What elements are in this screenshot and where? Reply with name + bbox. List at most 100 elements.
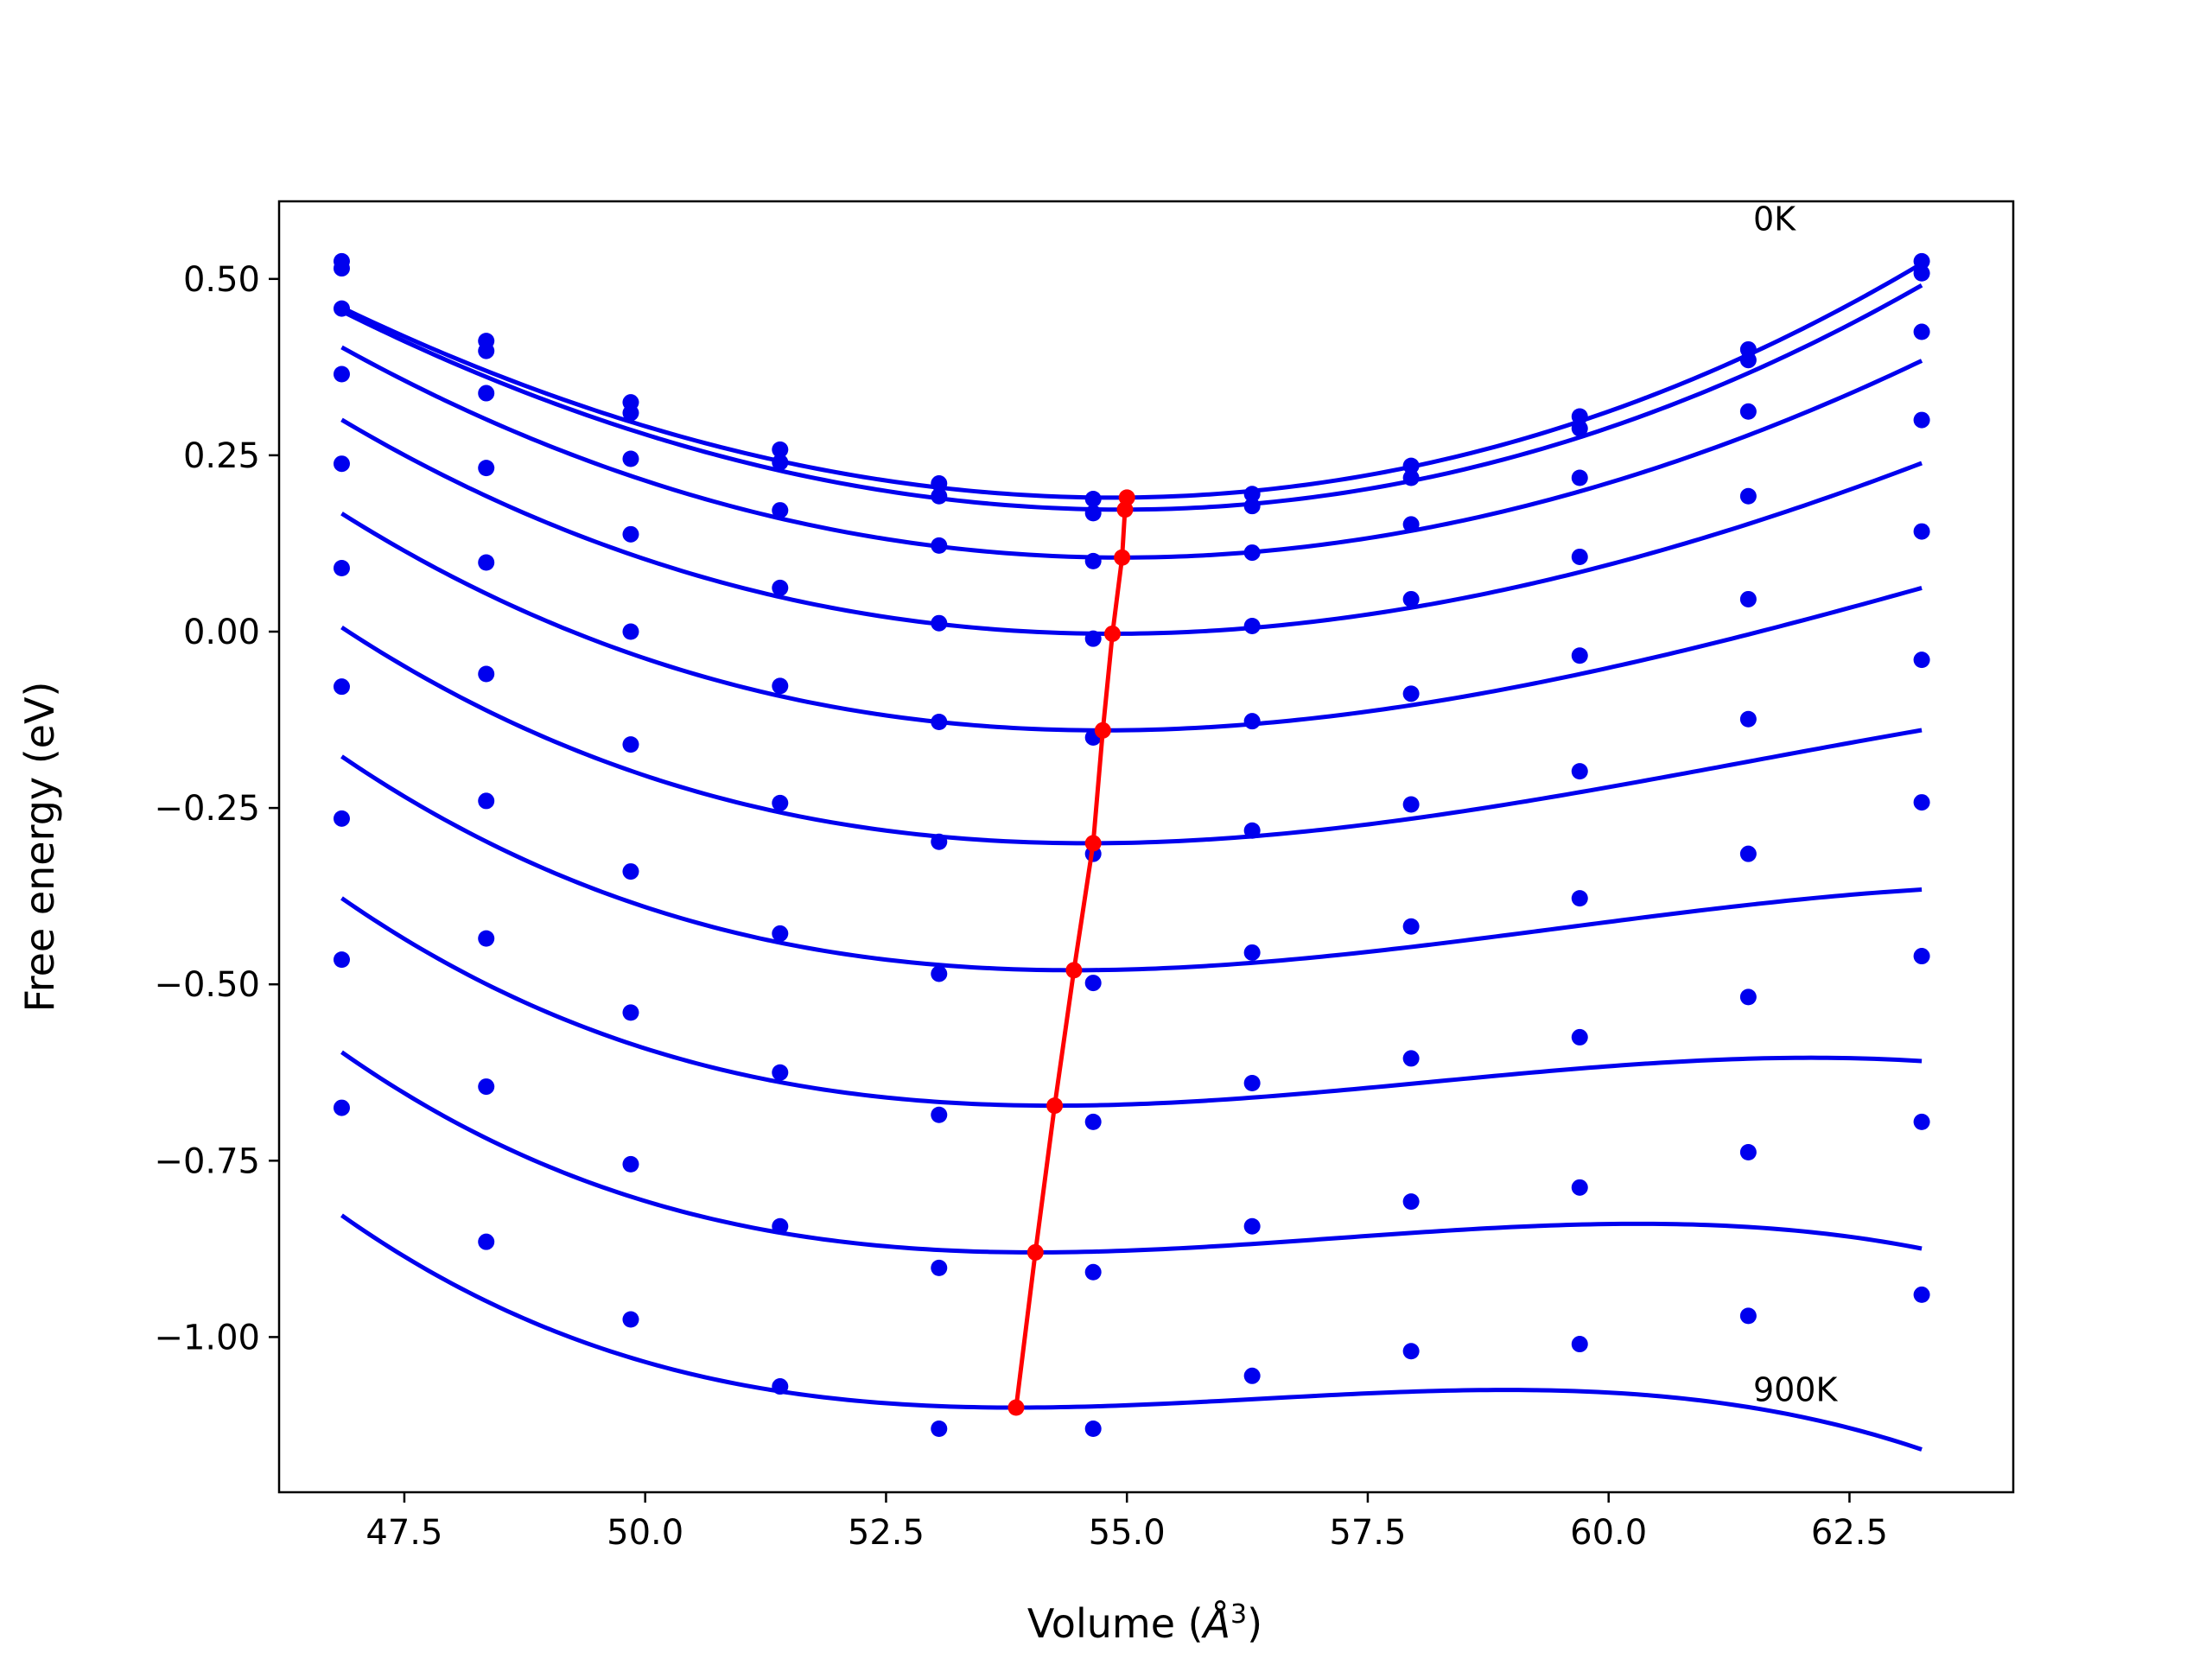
data-point-8-7 bbox=[1402, 1193, 1420, 1211]
data-point-8-6 bbox=[1243, 1217, 1261, 1235]
x-tick-label-5: 60.0 bbox=[1570, 1513, 1647, 1553]
annotation-label-0: 0K bbox=[1753, 200, 1796, 238]
fit-curve-6 bbox=[340, 754, 1923, 973]
data-point-5-2 bbox=[622, 736, 639, 753]
data-point-1-3 bbox=[772, 454, 789, 471]
data-point-4-9 bbox=[1739, 590, 1757, 607]
data-point-7-2 bbox=[622, 1004, 639, 1021]
data-point-8-3 bbox=[772, 1217, 789, 1235]
data-point-8-9 bbox=[1739, 1143, 1757, 1160]
data-point-9-3 bbox=[772, 1378, 789, 1395]
data-point-7-0 bbox=[333, 810, 350, 827]
data-point-2-1 bbox=[478, 385, 495, 402]
data-point-8-0 bbox=[333, 951, 350, 969]
data-point-3-10 bbox=[1913, 411, 1930, 429]
data-point-3-4 bbox=[931, 614, 948, 632]
plot-layer bbox=[333, 252, 1930, 1452]
data-point-5-6 bbox=[1243, 822, 1261, 839]
data-point-6-3 bbox=[772, 925, 789, 942]
data-point-7-3 bbox=[772, 1064, 789, 1081]
data-point-8-4 bbox=[931, 1259, 948, 1276]
data-point-8-8 bbox=[1571, 1179, 1588, 1196]
data-point-0-3 bbox=[772, 441, 789, 458]
data-point-1-9 bbox=[1739, 352, 1757, 369]
data-point-9-0 bbox=[333, 1099, 350, 1116]
data-point-6-2 bbox=[622, 863, 639, 880]
data-point-2-7 bbox=[1402, 516, 1420, 533]
x-tick-label-4: 57.5 bbox=[1329, 1513, 1406, 1553]
fit-curve-9 bbox=[340, 1213, 1923, 1452]
minima-point-5 bbox=[1084, 835, 1102, 852]
minima-line bbox=[1014, 497, 1129, 1408]
data-point-3-1 bbox=[478, 460, 495, 477]
minima-point-8 bbox=[1027, 1243, 1044, 1261]
data-point-9-1 bbox=[478, 1233, 495, 1250]
data-point-6-8 bbox=[1571, 890, 1588, 907]
data-point-4-0 bbox=[333, 455, 350, 473]
fit-curve-5 bbox=[340, 625, 1923, 846]
data-point-2-0 bbox=[333, 300, 350, 317]
data-point-8-2 bbox=[622, 1155, 639, 1173]
data-point-3-0 bbox=[333, 365, 350, 383]
plot-content bbox=[333, 252, 1930, 1452]
data-point-2-3 bbox=[772, 502, 789, 519]
data-point-1-10 bbox=[1913, 264, 1930, 282]
data-point-7-7 bbox=[1402, 1050, 1420, 1067]
data-point-6-1 bbox=[478, 792, 495, 810]
data-point-1-1 bbox=[478, 342, 495, 359]
data-point-2-10 bbox=[1913, 323, 1930, 340]
minima-point-9 bbox=[1007, 1399, 1025, 1416]
data-point-9-7 bbox=[1402, 1343, 1420, 1360]
minima-point-6 bbox=[1065, 962, 1083, 979]
data-point-4-1 bbox=[478, 554, 495, 571]
data-point-6-4 bbox=[931, 965, 948, 982]
data-point-7-5 bbox=[1084, 1113, 1102, 1130]
data-point-9-9 bbox=[1739, 1307, 1757, 1325]
data-point-4-8 bbox=[1571, 647, 1588, 664]
data-point-6-10 bbox=[1913, 794, 1930, 811]
data-point-3-7 bbox=[1402, 590, 1420, 607]
data-point-3-3 bbox=[772, 579, 789, 596]
fit-curve-2 bbox=[340, 345, 1923, 560]
y-tick-label-6: −1.00 bbox=[154, 1318, 260, 1357]
data-point-0-10 bbox=[1913, 252, 1930, 270]
fit-curve-4 bbox=[340, 512, 1923, 733]
data-point-6-5 bbox=[1084, 975, 1102, 992]
data-point-1-0 bbox=[333, 260, 350, 277]
minima-point-3 bbox=[1103, 625, 1121, 642]
x-tick-label-6: 62.5 bbox=[1811, 1513, 1888, 1553]
data-point-5-0 bbox=[333, 560, 350, 577]
data-point-4-3 bbox=[772, 677, 789, 695]
data-point-9-8 bbox=[1571, 1336, 1588, 1353]
data-point-1-6 bbox=[1243, 498, 1261, 515]
data-point-4-7 bbox=[1402, 685, 1420, 702]
x-tick-label-3: 55.0 bbox=[1089, 1513, 1166, 1553]
data-point-2-2 bbox=[622, 450, 639, 467]
data-point-4-2 bbox=[622, 623, 639, 640]
y-tick-label-5: −0.75 bbox=[154, 1141, 260, 1181]
minima-point-2 bbox=[1114, 549, 1131, 566]
x-tick-label-1: 50.0 bbox=[607, 1513, 683, 1553]
x-axis-ticks: 47.5 50.0 52.5 55.0 57.5 60.0 62.5 bbox=[365, 1492, 1888, 1553]
data-point-7-1 bbox=[478, 930, 495, 947]
data-point-5-7 bbox=[1402, 796, 1420, 813]
y-tick-label-0: 0.50 bbox=[183, 260, 260, 300]
data-point-3-2 bbox=[622, 525, 639, 543]
data-point-4-4 bbox=[931, 713, 948, 730]
data-point-2-4 bbox=[931, 537, 948, 554]
data-point-5-8 bbox=[1571, 763, 1588, 780]
data-point-7-9 bbox=[1739, 988, 1757, 1006]
data-point-7-4 bbox=[931, 1106, 948, 1123]
axes-frame bbox=[277, 200, 2015, 1494]
data-point-9-10 bbox=[1913, 1286, 1930, 1303]
data-point-4-10 bbox=[1913, 523, 1930, 540]
data-point-9-4 bbox=[931, 1421, 948, 1438]
data-point-3-9 bbox=[1739, 487, 1757, 505]
fit-curve-3 bbox=[340, 417, 1923, 636]
data-point-9-2 bbox=[622, 1311, 639, 1328]
data-point-1-4 bbox=[931, 487, 948, 505]
data-point-3-6 bbox=[1243, 617, 1261, 634]
data-point-7-6 bbox=[1243, 1074, 1261, 1091]
